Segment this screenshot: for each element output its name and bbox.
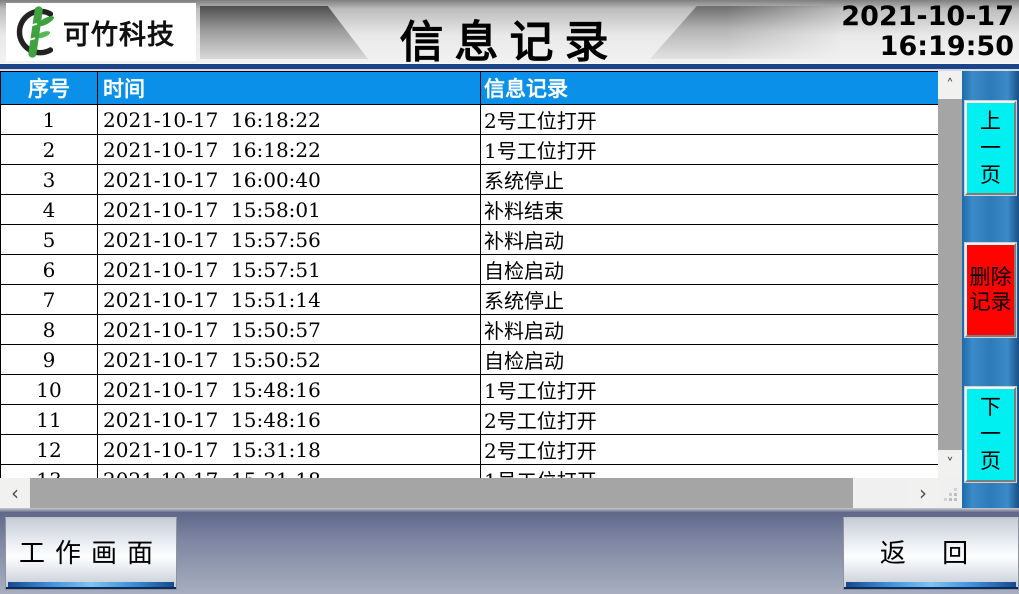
row-number-cell: 8 [0, 314, 98, 345]
date-text: 2021-10-17 [841, 1, 1014, 32]
column-header-message: 信息记录 [480, 71, 938, 105]
message-cell: 补料结束 [480, 194, 938, 225]
time-cell: 2021-10-17 15:50:52 [97, 344, 481, 375]
delete-records-button[interactable]: 删除 记录 [964, 242, 1017, 338]
message-cell: 系统停止 [480, 164, 938, 195]
row-number-cell: 2 [0, 134, 98, 165]
back-button[interactable]: 返 回 [843, 517, 1019, 590]
table-row[interactable]: 12 2021-10-17 15:31:18 2号工位打开 [0, 434, 938, 465]
time-cell: 2021-10-17 15:48:16 [97, 374, 481, 405]
table-row[interactable]: 9 2021-10-17 15:50:52 自检启动 [0, 344, 938, 375]
time-cell: 2021-10-17 15:48:16 [97, 404, 481, 435]
logo: 可竹科技 [6, 3, 196, 61]
table-row[interactable]: 2 2021-10-17 16:18:22 1号工位打开 [0, 134, 938, 165]
row-number-cell: 6 [0, 254, 98, 285]
page-title: 信息记录 [399, 17, 620, 68]
column-header-time: 时间 [97, 71, 481, 105]
next-page-button[interactable]: 下 一 页 [964, 386, 1017, 483]
brand-name: 可竹科技 [63, 19, 175, 51]
row-number-cell: 12 [0, 434, 98, 465]
row-number-cell: 1 [0, 104, 98, 135]
message-cell: 补料启动 [480, 314, 938, 345]
info-record-table: 序号 时间 信息记录 1 2021-10-17 16:18:22 2号工位打开 2 20… [0, 71, 938, 508]
side-button-panel: 上 一 页 删除 记录 下 一 页 [962, 71, 1019, 513]
column-header-no: 序号 [0, 71, 98, 105]
row-number-cell: 5 [0, 224, 98, 255]
time-cell: 2021-10-17 16:00:40 [97, 164, 481, 195]
bottom-bar-divider [0, 508, 1019, 513]
bamboo-k-logo-icon [16, 6, 54, 58]
table-row[interactable]: 4 2021-10-17 15:58:01 补料结束 [0, 194, 938, 225]
header-bar: 可竹科技 信息记录 2021-10-17 16:19:50 [0, 0, 1019, 68]
table-body: 1 2021-10-17 16:18:22 2号工位打开 2 2021-10-17 16… [0, 104, 938, 495]
message-cell: 自检启动 [480, 254, 938, 285]
chevron-down-icon: ˅ [946, 455, 954, 473]
message-cell: 1号工位打开 [480, 374, 938, 405]
time-cell: 2021-10-17 15:51:14 [97, 284, 481, 315]
work-screen-button[interactable]: 工作画面 [5, 517, 177, 590]
scroll-left-button[interactable]: ‹ [0, 478, 30, 508]
message-cell: 2号工位打开 [480, 104, 938, 135]
time-cell: 2021-10-17 16:18:22 [97, 104, 481, 135]
message-cell: 2号工位打开 [480, 434, 938, 465]
table-row[interactable]: 8 2021-10-17 15:50:57 补料启动 [0, 314, 938, 345]
time-cell: 2021-10-17 15:58:01 [97, 194, 481, 225]
time-text: 16:19:50 [879, 31, 1014, 62]
chevron-up-icon: ˄ [946, 76, 954, 94]
time-cell: 2021-10-17 15:57:56 [97, 224, 481, 255]
time-cell: 2021-10-17 15:31:18 [97, 434, 481, 465]
work-screen-button-label: 工作画面 [18, 538, 163, 569]
row-number-cell: 7 [0, 284, 98, 315]
row-number-cell: 3 [0, 164, 98, 195]
table-row[interactable]: 1 2021-10-17 16:18:22 2号工位打开 [0, 104, 938, 135]
row-number-cell: 9 [0, 344, 98, 375]
back-button-label: 返 回 [879, 538, 983, 569]
chevron-right-icon: › [919, 481, 927, 505]
vertical-scrollbar[interactable]: ˄ ˅ [938, 71, 962, 478]
scroll-right-button[interactable]: › [908, 478, 938, 508]
bottom-bar: 工作画面 返 回 [0, 513, 1019, 594]
time-cell: 2021-10-17 15:50:57 [97, 314, 481, 345]
resize-grip-icon [945, 489, 957, 501]
scroll-down-button[interactable]: ˅ [938, 450, 962, 478]
message-cell: 2号工位打开 [480, 404, 938, 435]
time-cell: 2021-10-17 16:18:22 [97, 134, 481, 165]
table-row[interactable]: 10 2021-10-17 15:48:16 1号工位打开 [0, 374, 938, 405]
message-cell: 自检启动 [480, 344, 938, 375]
row-number-cell: 11 [0, 404, 98, 435]
chevron-left-icon: ‹ [11, 481, 19, 505]
time-cell: 2021-10-17 15:57:51 [97, 254, 481, 285]
prev-page-button[interactable]: 上 一 页 [964, 100, 1017, 196]
horizontal-scroll-thumb[interactable] [30, 478, 853, 508]
row-number-cell: 10 [0, 374, 98, 405]
table-row[interactable]: 3 2021-10-17 16:00:40 系统停止 [0, 164, 938, 195]
header-divider [0, 63, 1019, 69]
table-row[interactable]: 7 2021-10-17 15:51:14 系统停止 [0, 284, 938, 315]
horizontal-scrollbar[interactable]: ‹ › [0, 478, 938, 508]
message-cell: 系统停止 [480, 284, 938, 315]
table-row[interactable]: 6 2021-10-17 15:57:51 自检启动 [0, 254, 938, 285]
row-number-cell: 4 [0, 194, 98, 225]
scrollbar-corner [938, 478, 962, 508]
table-row[interactable]: 11 2021-10-17 15:48:16 2号工位打开 [0, 404, 938, 435]
table-row[interactable]: 5 2021-10-17 15:57:56 补料启动 [0, 224, 938, 255]
scroll-up-button[interactable]: ˄ [938, 71, 962, 99]
table-header-row: 序号 时间 信息记录 [0, 71, 938, 105]
message-cell: 补料启动 [480, 224, 938, 255]
message-cell: 1号工位打开 [480, 134, 938, 165]
vertical-scroll-thumb[interactable] [938, 99, 962, 451]
datetime-display: 2021-10-17 16:19:50 [841, 2, 1014, 62]
